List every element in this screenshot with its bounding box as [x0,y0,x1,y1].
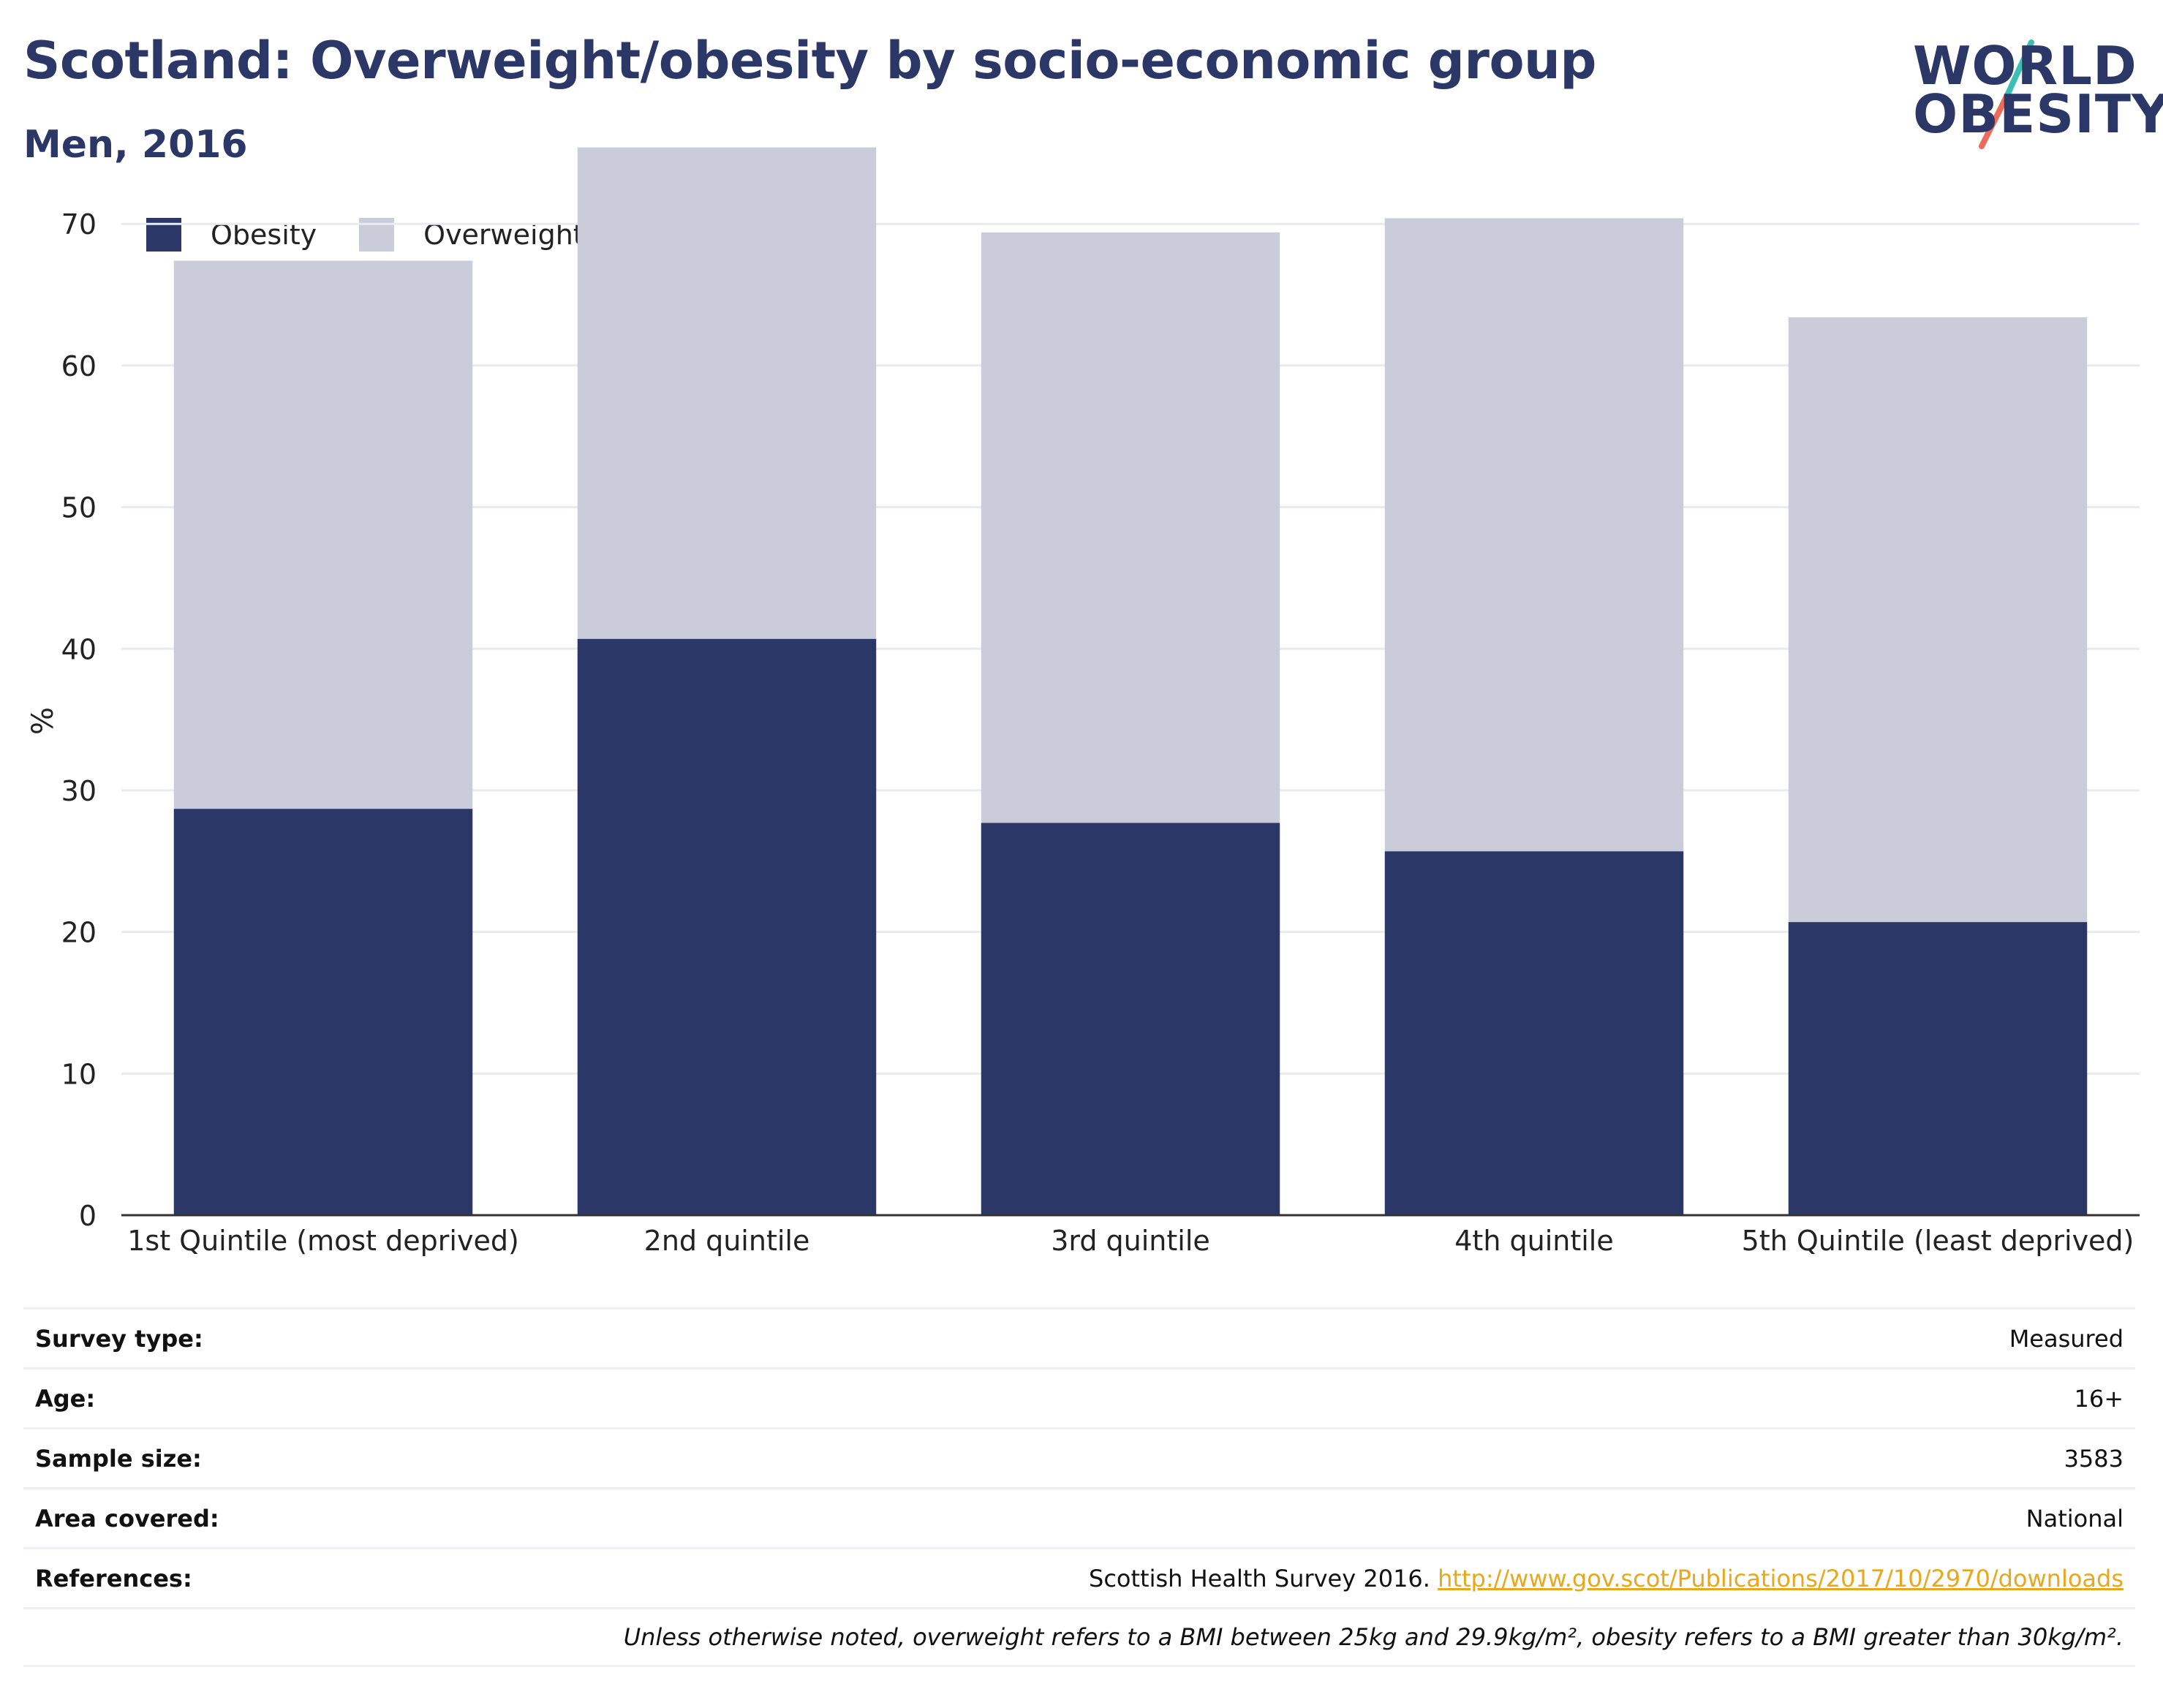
bar-obesity-2 [577,638,877,1215]
x-tick-label: 2nd quintile [644,1225,810,1257]
chart-title: Scotland: Overweight/obesity by socio-ec… [23,31,1596,91]
y-tick-label: 10 [61,1058,97,1090]
y-tick-label: 30 [61,775,97,807]
info-row-age: Age: 16+ [23,1367,2135,1427]
world-obesity-logo: WORLD OBESITY [1900,35,2163,154]
y-tick-label: 0 [79,1200,97,1232]
bar-obesity-4 [1384,851,1684,1215]
info-value: Measured [2009,1324,2124,1353]
y-tick-label: 50 [61,492,97,524]
bar-overweight-3 [981,232,1280,823]
info-label: References: [35,1564,192,1592]
info-label: Sample size: [35,1444,202,1473]
bar-obesity-5 [1788,922,2088,1215]
y-tick-label: 70 [61,208,97,241]
info-label: Age: [35,1384,96,1413]
x-tick-label: 3rd quintile [1051,1225,1210,1257]
references-link[interactable]: http://www.gov.scot/Publications/2017/10… [1438,1564,2124,1592]
info-value: National [2026,1504,2124,1533]
references-value: Scottish Health Survey 2016. http://www.… [1089,1565,2124,1592]
y-axis-label: % [26,707,60,735]
info-label: Survey type: [35,1324,203,1353]
info-row-survey-type: Survey type: Measured [23,1307,2135,1367]
x-tick-label: 4th quintile [1454,1225,1613,1257]
note-text: Unless otherwise noted, overweight refer… [623,1623,2124,1651]
bmi-definition-note: Unless otherwise noted, overweight refer… [23,1607,2135,1667]
bar-overweight-1 [173,260,473,809]
bar-overweight-4 [1384,218,1684,852]
bar-overweight-2 [577,147,877,639]
info-row-sample-size: Sample size: 3583 [23,1427,2135,1487]
info-label: Area covered: [35,1504,219,1533]
x-tick-label: 1st Quintile (most deprived) [127,1225,519,1257]
logo-word-top: WORLD [1913,35,2137,97]
bar-obesity-1 [173,809,473,1215]
logo-word-bottom: OBESITY [1913,83,2163,145]
info-value: 16+ [2074,1384,2124,1413]
stacked-bar-chart: 0 10 20 30 40 50 60 70 1st Quintile (most depriv… [26,147,2140,1257]
references-text: Scottish Health Survey 2016. [1089,1564,1430,1592]
logo-slash-icon [1979,39,2034,149]
y-tick-label: 60 [61,350,97,382]
bar-overweight-5 [1788,317,2088,923]
info-value: 3583 [2064,1444,2124,1473]
y-tick-label: 40 [61,633,97,665]
chart-subtitle: Men, 2016 [23,123,248,167]
survey-info-table: Survey type: Measured Age: 16+ Sample si… [23,1307,2135,1667]
info-row-references: References: Scottish Health Survey 2016.… [23,1547,2135,1607]
x-tick-label: 5th Quintile (least deprived) [1742,1225,2134,1257]
y-tick-label: 20 [61,917,97,949]
info-row-area-covered: Area covered: National [23,1487,2135,1547]
bar-obesity-3 [981,823,1280,1215]
